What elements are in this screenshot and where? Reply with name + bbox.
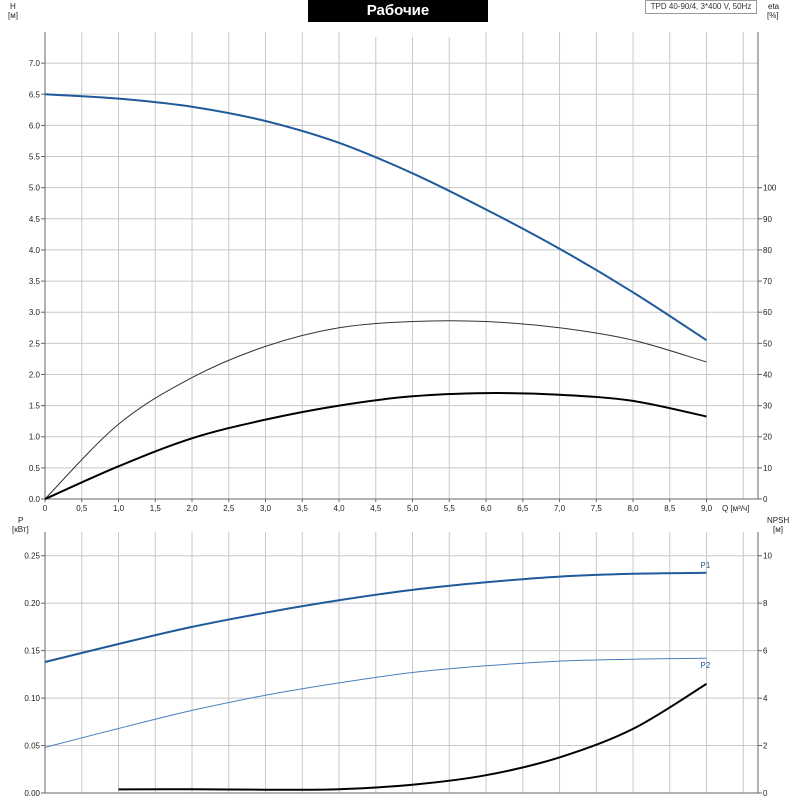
right-tick-label: 30 [763, 402, 772, 411]
left-tick-label: 5.5 [29, 153, 41, 162]
left-tick-label: 7.0 [29, 59, 41, 68]
right-tick-label: 10 [763, 552, 772, 561]
right-tick-label: 8 [763, 599, 768, 608]
left-tick-label: 6.5 [29, 90, 41, 99]
x-tick-label: 6,0 [480, 504, 492, 513]
right-tick-label: 0 [763, 495, 768, 504]
right-tick-label: 40 [763, 370, 772, 379]
left-tick-label: 2.0 [29, 370, 41, 379]
x-tick-label: 9,0 [701, 504, 713, 513]
npsh-axis-label: NPSH [767, 516, 790, 525]
right-tick-label: 6 [763, 647, 768, 656]
head-curve [44, 93, 708, 342]
efficiency-2-curve [44, 392, 707, 500]
left-tick-label: 5.0 [29, 184, 41, 193]
left-tick-label: 0.5 [29, 464, 41, 473]
model-label: TPD 40-90/4, 3*400 V, 50Hz [645, 0, 757, 14]
npsh-axis-unit: [м] [773, 525, 783, 534]
head-axis-unit: [м] [8, 11, 18, 20]
p1-series-label: P1 [701, 561, 711, 570]
left-tick-label: 2.5 [29, 339, 41, 348]
power-axis-unit: [кВт] [12, 525, 29, 534]
right-tick-label: 4 [763, 694, 768, 703]
efficiency-curve [44, 320, 707, 500]
eta-axis-unit: [%] [767, 11, 779, 20]
left-tick-label: 0.20 [24, 599, 40, 608]
left-tick-label: 0.05 [24, 742, 40, 751]
x-tick-label: 5,5 [444, 504, 456, 513]
power-axis-label: P [18, 516, 24, 525]
right-tick-label: 0 [763, 789, 768, 798]
left-tick-label: 1.5 [29, 402, 41, 411]
left-tick-label: 0.15 [24, 647, 40, 656]
x-tick-label: 0 [43, 504, 48, 513]
x-tick-label: 7,0 [554, 504, 566, 513]
right-tick-label: 50 [763, 339, 772, 348]
x-tick-label: 1,5 [150, 504, 162, 513]
left-tick-label: 0.0 [29, 495, 41, 504]
right-tick-label: 90 [763, 215, 772, 224]
x-tick-label: 8,0 [627, 504, 639, 513]
right-tick-label: 2 [763, 742, 768, 751]
left-tick-label: 4.0 [29, 246, 41, 255]
p1-curve [44, 571, 707, 663]
left-tick-label: 0.10 [24, 694, 40, 703]
x-tick-label: 4,5 [370, 504, 382, 513]
right-tick-label: 20 [763, 433, 772, 442]
npsh-curve [118, 683, 708, 791]
x-tick-label: 2,5 [223, 504, 235, 513]
chart-title: Рабочие характеристики [308, 0, 488, 41]
right-tick-label: 80 [763, 246, 772, 255]
right-tick-label: 60 [763, 308, 772, 317]
p2-series-label: P2 [701, 661, 711, 670]
x-tick-label: 3,5 [297, 504, 309, 513]
x-tick-label: 2,0 [186, 504, 198, 513]
p2-curve [44, 657, 707, 748]
x-tick-label: 5,0 [407, 504, 419, 513]
left-tick-label: 1.0 [29, 433, 41, 442]
right-tick-label: 70 [763, 277, 772, 286]
left-tick-label: 4.5 [29, 215, 41, 224]
x-tick-label: 3,0 [260, 504, 272, 513]
eta-axis-label: eta [768, 2, 780, 11]
flow-axis-label: Q [м³/ч] [722, 504, 750, 513]
left-tick-label: 0.25 [24, 552, 40, 561]
head-axis-label: H [10, 2, 16, 11]
x-tick-label: 8,5 [664, 504, 676, 513]
right-tick-label: 100 [763, 184, 777, 193]
left-tick-label: 3.5 [29, 277, 41, 286]
x-tick-label: 4,0 [333, 504, 345, 513]
right-tick-label: 10 [763, 464, 772, 473]
left-tick-label: 3.0 [29, 308, 41, 317]
x-tick-label: 6,5 [517, 504, 529, 513]
left-tick-label: 0.00 [24, 789, 40, 798]
left-tick-label: 6.0 [29, 121, 41, 130]
x-tick-label: 0,5 [76, 504, 88, 513]
x-tick-label: 7,5 [591, 504, 603, 513]
x-tick-label: 1,0 [113, 504, 125, 513]
